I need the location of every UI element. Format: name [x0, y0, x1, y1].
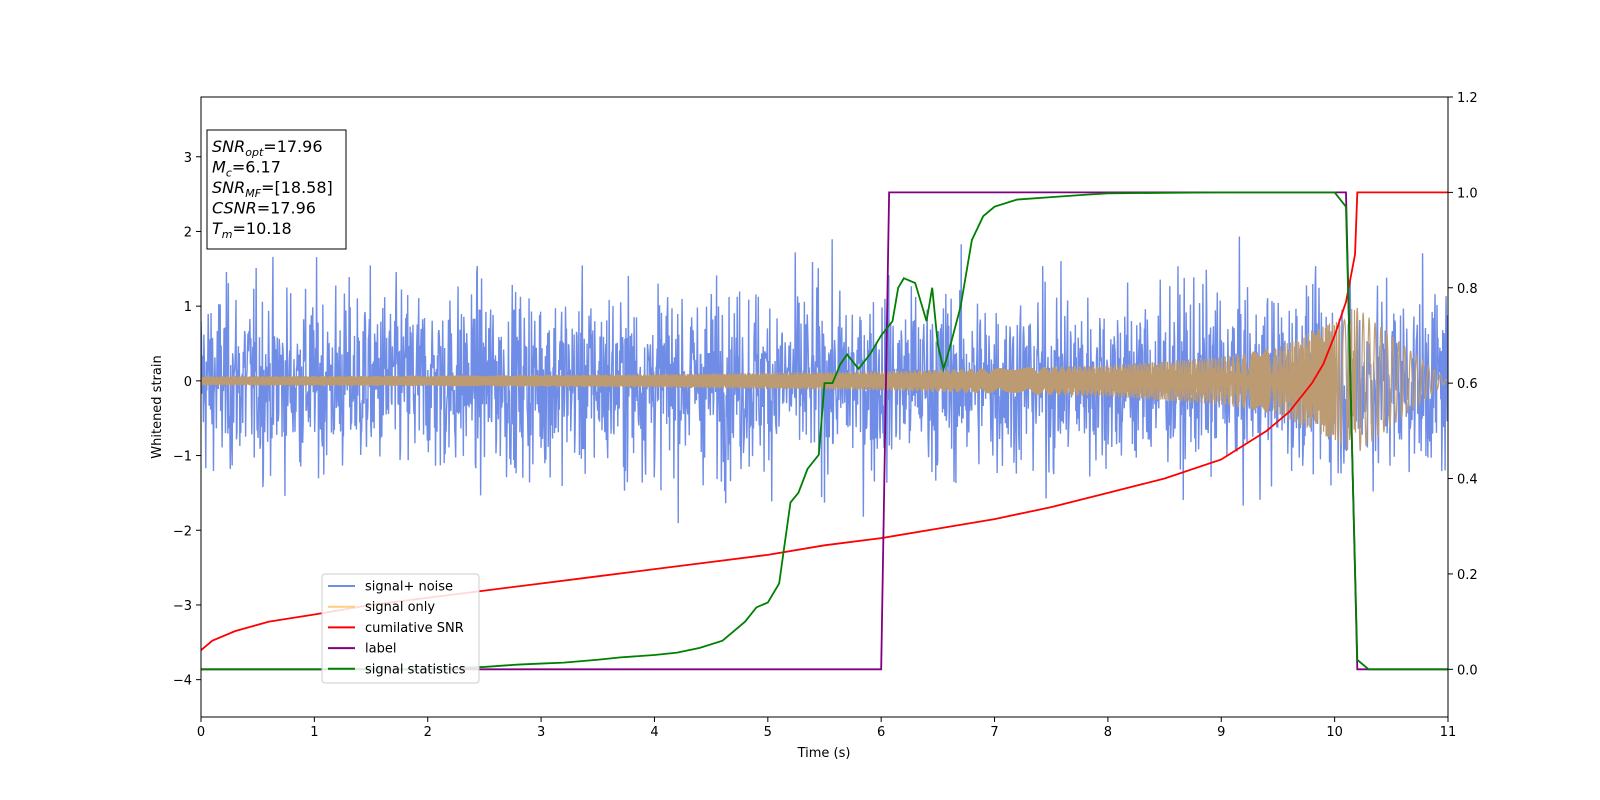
x-tick-label: 8 [1104, 725, 1112, 740]
legend-frame [321, 573, 480, 684]
y2-tick-label: 0.2 [1457, 568, 1478, 583]
y-tick-label: 1 [184, 300, 192, 315]
y-tick-label: −4 [173, 674, 192, 689]
legend-label: signal+ noise [365, 580, 453, 595]
y-tick-label: 0 [184, 375, 192, 390]
x-tick-label: 7 [990, 725, 998, 740]
info-box-frame [206, 129, 347, 250]
legend-label: label [365, 642, 396, 657]
info-box-line: SNRMF=[18.58] [212, 178, 333, 200]
x-tick-label: 10 [1326, 725, 1343, 740]
y2-tick-label: 0.4 [1457, 473, 1478, 488]
y-tick-label: −1 [173, 450, 192, 465]
legend-label: cumilative SNR [365, 621, 464, 636]
legend-label: signal statistics [365, 662, 466, 677]
y2-tick-label: 1.0 [1457, 186, 1478, 201]
y-tick-label: −2 [173, 524, 192, 539]
y-tick-label: 3 [184, 151, 192, 166]
info-box-line: Mc=6.17 [212, 158, 281, 180]
x-tick-label: 9 [1217, 725, 1225, 740]
x-tick-label: 11 [1440, 725, 1457, 740]
legend-label: signal only [365, 600, 435, 615]
x-tick-label: 4 [650, 725, 658, 740]
y-tick-label: 2 [184, 225, 192, 240]
x-tick-label: 0 [197, 725, 205, 740]
y-tick-label: −3 [173, 599, 192, 614]
x-tick-label: 2 [424, 725, 432, 740]
info-box-line: Tm=10.18 [212, 219, 292, 241]
y-axis-label: Whitened strain [150, 355, 165, 458]
x-tick-label: 5 [764, 725, 772, 740]
x-axis-label: Time (s) [797, 746, 851, 761]
plot-frame [200, 96, 1449, 718]
x-tick-label: 6 [877, 725, 885, 740]
x-tick-label: 3 [537, 725, 545, 740]
y2-tick-label: 0.0 [1457, 663, 1478, 678]
info-box: SNRopt=17.96Mc=6.17SNRMF=[18.58]CSNR=17.… [206, 129, 347, 250]
info-box-line: CSNR=17.96 [212, 199, 316, 218]
series-signal-statistics [201, 191, 1448, 671]
info-box-line: SNRopt=17.96 [212, 137, 323, 159]
y2-tick-label: 0.8 [1457, 282, 1478, 297]
legend: signal+ noise signal only cumilative SNR la… [321, 573, 480, 684]
x-tick-label: 1 [310, 725, 318, 740]
y2-tick-label: 1.2 [1457, 91, 1478, 106]
y2-tick-label: 0.6 [1457, 377, 1478, 392]
